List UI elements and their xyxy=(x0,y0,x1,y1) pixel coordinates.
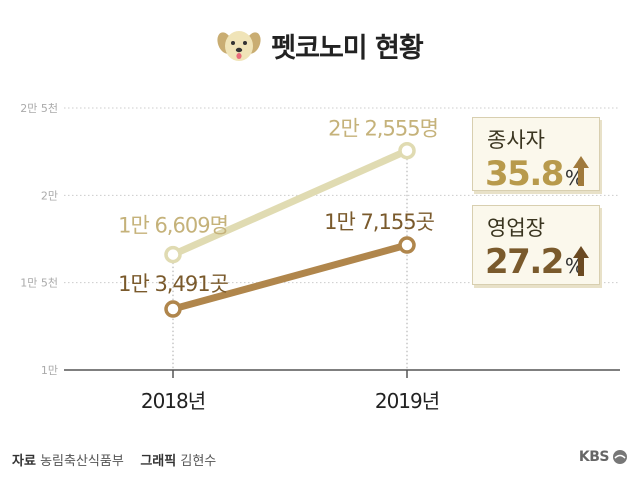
workers-stat-box: 종사자 35.8% xyxy=(472,117,600,194)
business-data-label: 1만 3,491곳 xyxy=(118,272,228,296)
workers-data-label: 2만 2,555명 xyxy=(328,117,438,141)
business-data-label: 1만 7,155곳 xyxy=(324,210,434,234)
business-stat-box: 영업장 27.2% xyxy=(472,205,600,285)
y-tick-label: 2만 5천 xyxy=(20,101,58,115)
x-tick-label: 2019년 xyxy=(375,389,439,413)
chart-title: 펫코노미 현황 xyxy=(0,26,640,65)
graphic-author: 김현수 xyxy=(180,454,217,469)
y-tick-label: 1만 xyxy=(41,364,58,377)
workers-data-label: 1만 6,609명 xyxy=(118,214,228,238)
footer-credits: 자료 농림축산식품부 그래픽 김현수 xyxy=(12,450,216,469)
source-name: 농림축산식품부 xyxy=(40,454,124,469)
business-series-line xyxy=(169,241,411,313)
workers-series-line xyxy=(169,147,411,259)
business-data-point xyxy=(164,300,182,318)
business-data-point xyxy=(398,236,416,254)
page-title: 펫코노미 현황 xyxy=(271,33,423,64)
dog-face-icon xyxy=(217,30,261,61)
business-stat-value: 27.2 xyxy=(485,242,564,282)
business-stat-label: 영업장 xyxy=(487,216,545,240)
graphic-label: 그래픽 xyxy=(140,454,177,469)
workers-stat-label: 종사자 xyxy=(487,128,545,152)
workers-data-point xyxy=(164,245,182,264)
workers-data-point xyxy=(398,141,416,160)
kbs-logo-icon xyxy=(613,450,627,464)
up-arrow-icon xyxy=(573,246,589,276)
y-tick-label: 1만 5천 xyxy=(20,276,58,290)
brand-logo: KBS xyxy=(579,449,628,465)
source-label: 자료 xyxy=(12,454,36,469)
x-tick-label: 2018년 xyxy=(141,389,205,413)
workers-stat-value: 35.8 xyxy=(485,154,564,194)
brand-text: KBS xyxy=(578,449,610,465)
up-arrow-icon xyxy=(573,156,589,186)
y-tick-label: 2만 xyxy=(41,189,58,202)
